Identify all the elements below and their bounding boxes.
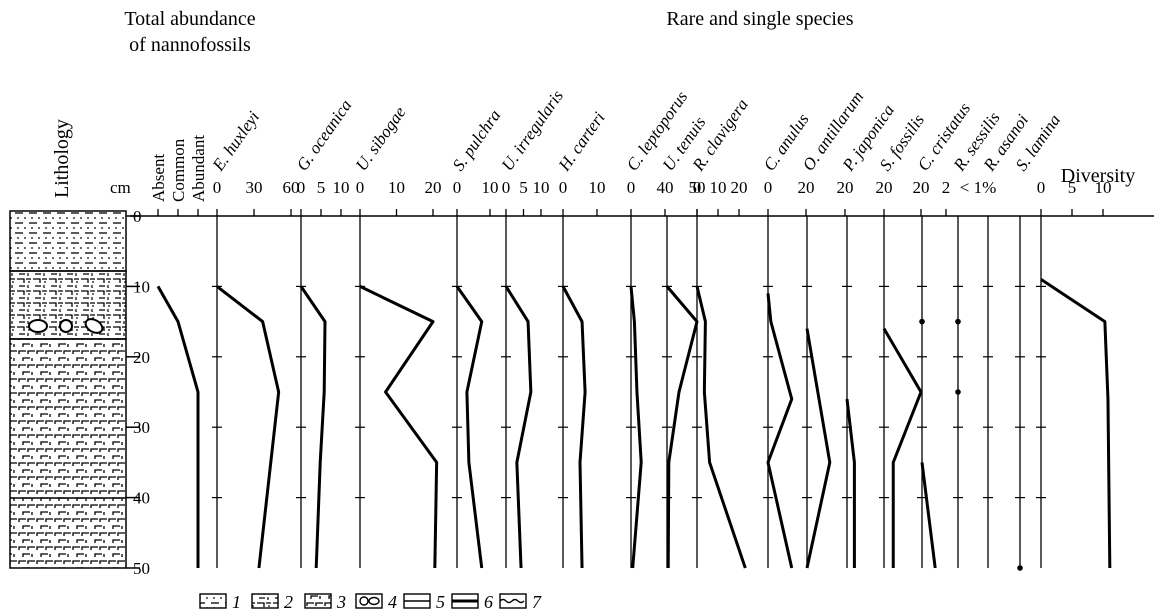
- occurrence-dot: [919, 318, 925, 325]
- legend-icon-detail: [499, 598, 525, 604]
- x-tick-label: 30: [246, 178, 263, 197]
- y-tick-label: 20: [133, 348, 150, 367]
- species-name: H. carteri: [554, 108, 609, 175]
- profile-line: [1040, 278, 1112, 569]
- legend-label: 7: [532, 592, 542, 612]
- legend-label: 3: [336, 592, 346, 612]
- x-tick-label: 20: [798, 178, 815, 197]
- x-tick-label: 20: [731, 178, 748, 197]
- x-tick-label: 0: [627, 178, 636, 197]
- lithology-layer: [9, 210, 127, 272]
- legend-icon-detail: [368, 596, 380, 606]
- profile-line: [882, 327, 923, 568]
- species-name: U. sibogae: [352, 103, 410, 175]
- x-tick-label: 20: [876, 178, 893, 197]
- x-tick-label: 0: [453, 178, 462, 197]
- y-tick-label: 50: [133, 559, 150, 578]
- x-tick-label: 10: [1095, 178, 1112, 197]
- lithology-column: [9, 210, 127, 569]
- legend-label: 2: [284, 592, 293, 612]
- species-name: G. oceanica: [293, 96, 356, 174]
- lithology-inclusions: [28, 318, 104, 334]
- species-name: S. pulchra: [449, 106, 505, 174]
- occurrence-dot: [1017, 565, 1023, 571]
- profile-line: [359, 285, 439, 569]
- legend-icon: [304, 593, 332, 609]
- legend-label: 6: [484, 592, 493, 612]
- x-tick-label: 50: [689, 178, 706, 197]
- profile-line: [920, 462, 937, 569]
- y-tick-label: 10: [133, 277, 150, 296]
- legend-icon: [199, 593, 227, 609]
- header-text: Rare and single species: [666, 8, 853, 30]
- legend: 1 2 3 4 5 6 7: [199, 592, 542, 612]
- header-text: of nannofossils: [129, 34, 251, 56]
- profile-line: [156, 285, 200, 568]
- profile-line: [766, 293, 794, 569]
- x-tick-label: 5: [1068, 178, 1077, 197]
- x-tick-label: 0: [693, 178, 702, 197]
- panel-label: Diversity: [1061, 165, 1135, 187]
- x-tick-label: 0: [502, 178, 511, 197]
- legend-icon: [251, 593, 279, 609]
- y-tick-label: 40: [133, 489, 150, 508]
- scale-note: < 1%: [960, 178, 997, 197]
- x-tick-label: 60: [283, 178, 300, 197]
- category-label: Absent: [149, 154, 168, 202]
- x-tick-label: 5: [317, 178, 326, 197]
- profile-line: [504, 285, 533, 569]
- x-tick-label: 0: [356, 178, 365, 197]
- profile-line: [455, 285, 484, 569]
- lithology-label: Lithology: [51, 119, 73, 198]
- x-tick-label: 5: [519, 178, 528, 197]
- header-text: Total abundance: [124, 8, 255, 30]
- legend-label: 5: [436, 592, 445, 612]
- x-tick-label: 0: [297, 178, 306, 197]
- y-axis-label: cm: [110, 178, 131, 197]
- x-tick-label: 0: [559, 178, 568, 197]
- header: Total abundance of nannofossils Rare and…: [124, 8, 853, 56]
- profile-line: [299, 285, 327, 569]
- x-tick-label: 10: [388, 178, 405, 197]
- category-label: Abundant: [189, 135, 208, 202]
- lithology-layer: [9, 338, 127, 569]
- legend-label: 1: [232, 592, 241, 612]
- x-tick-label: 0: [213, 178, 222, 197]
- legend-icon: [499, 593, 527, 609]
- profile-line: [629, 286, 643, 569]
- y-tick-label: 0: [133, 207, 142, 226]
- profile-line: [216, 285, 281, 569]
- y-tick-label: 30: [133, 418, 150, 437]
- legend-label: 4: [388, 592, 397, 612]
- x-tick-label: 10: [482, 178, 499, 197]
- occurrence-dot: [955, 318, 961, 325]
- x-tick-label: 20: [913, 178, 930, 197]
- x-tick-label: 40: [657, 178, 674, 197]
- x-tick-label: 2: [942, 178, 951, 197]
- profile-line: [805, 328, 832, 569]
- category-label: Common: [169, 138, 188, 202]
- profile-line: [665, 285, 699, 569]
- occurrence-dot: [955, 389, 961, 395]
- x-tick-label: 20: [837, 178, 854, 197]
- x-tick-label: 10: [333, 178, 350, 197]
- x-tick-label: 0: [764, 178, 773, 197]
- profile-line: [695, 286, 747, 569]
- x-tick-label: 10: [533, 178, 550, 197]
- legend-icon-detail: [359, 596, 369, 606]
- x-tick-label: 10: [710, 178, 727, 197]
- x-tick-label: 0: [1037, 178, 1046, 197]
- species-name: E. huxleyi: [208, 107, 263, 175]
- profile-line: [561, 285, 587, 569]
- x-tick-label: 10: [589, 178, 606, 197]
- profile-line: [845, 398, 856, 568]
- x-tick-label: 20: [425, 178, 442, 197]
